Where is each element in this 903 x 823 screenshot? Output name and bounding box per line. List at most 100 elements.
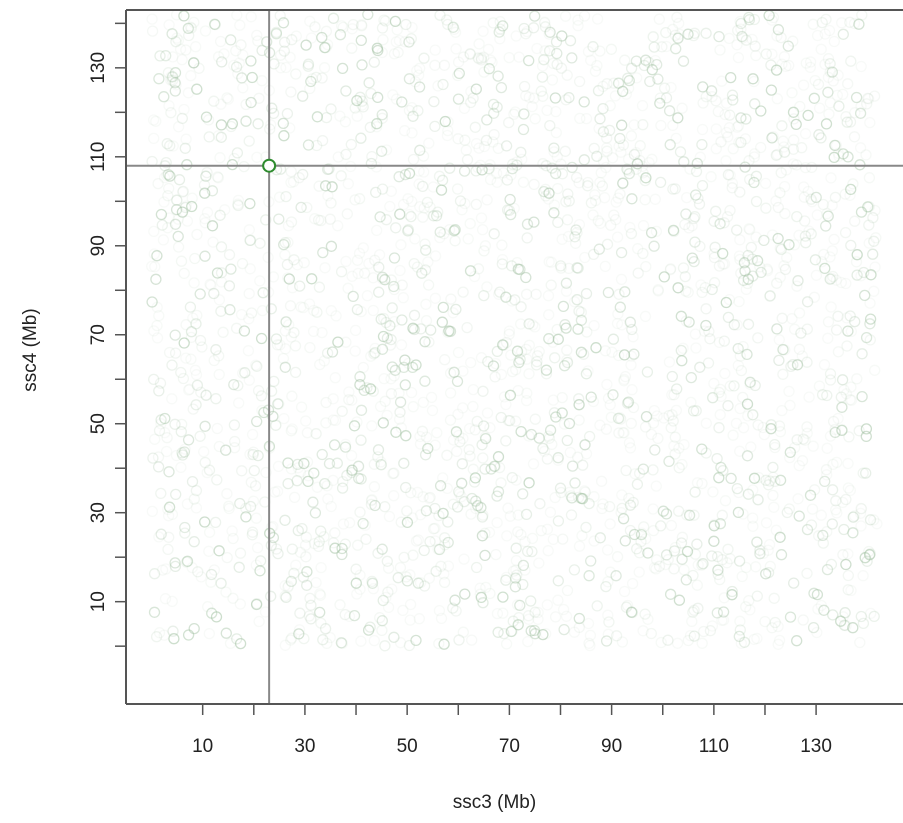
data-point — [783, 503, 795, 515]
data-point — [829, 426, 841, 439]
data-point — [687, 569, 699, 582]
data-point — [572, 20, 584, 32]
data-point — [832, 69, 844, 81]
data-point — [306, 73, 319, 85]
data-point — [545, 279, 557, 291]
data-point — [667, 119, 679, 132]
data-point — [379, 501, 391, 513]
data-point — [412, 577, 424, 589]
data-point — [385, 274, 397, 286]
data-point — [191, 228, 203, 241]
data-point — [380, 214, 393, 226]
data-point — [523, 54, 535, 67]
data-point — [462, 233, 474, 245]
data-point — [476, 511, 489, 523]
data-point — [682, 286, 694, 298]
data-point — [688, 509, 700, 521]
data-point — [179, 527, 191, 539]
data-point — [552, 575, 564, 587]
data-point — [500, 435, 512, 447]
data-point — [466, 492, 478, 505]
data-point — [467, 383, 479, 396]
data-point — [404, 569, 416, 581]
data-point — [463, 444, 475, 456]
data-point — [361, 290, 374, 302]
data-point — [353, 460, 365, 473]
data-point — [616, 119, 628, 131]
data-point — [182, 384, 195, 396]
data-point — [708, 215, 720, 227]
data-point — [615, 273, 628, 286]
data-point — [731, 121, 743, 133]
data-point — [863, 93, 875, 105]
data-point — [632, 267, 644, 279]
data-point — [417, 396, 429, 409]
data-point — [863, 549, 876, 561]
data-point — [238, 325, 251, 337]
data-point — [569, 477, 581, 489]
data-point — [442, 536, 454, 549]
data-point — [839, 607, 851, 619]
data-point — [293, 624, 306, 636]
data-point — [438, 228, 450, 240]
data-point — [521, 218, 534, 230]
data-point — [352, 460, 365, 472]
data-point — [769, 441, 781, 454]
data-point — [766, 14, 778, 26]
data-point — [537, 158, 549, 170]
data-point — [188, 536, 200, 548]
data-point — [668, 440, 680, 452]
data-point — [423, 572, 435, 584]
data-point — [566, 52, 578, 64]
data-point — [387, 467, 399, 480]
data-point — [600, 580, 612, 593]
data-point — [838, 523, 850, 536]
data-point — [376, 624, 388, 637]
data-point — [706, 620, 719, 632]
data-point — [337, 21, 349, 34]
data-point — [166, 74, 179, 87]
data-point — [352, 539, 364, 551]
data-point — [336, 62, 349, 75]
data-point — [734, 234, 746, 246]
data-point — [699, 281, 711, 294]
data-point — [425, 391, 438, 404]
data-point — [355, 305, 367, 318]
data-point — [176, 206, 189, 218]
data-point — [413, 69, 425, 81]
data-point — [554, 482, 567, 494]
data-point — [162, 510, 175, 522]
data-point — [210, 344, 222, 356]
data-point — [351, 416, 363, 428]
data-point — [250, 559, 262, 571]
data-point — [660, 558, 672, 571]
data-point — [784, 446, 796, 459]
data-point — [366, 494, 378, 506]
data-point — [736, 30, 748, 43]
data-point — [199, 516, 211, 528]
data-point — [300, 551, 312, 563]
data-point — [572, 491, 585, 504]
data-point — [731, 482, 743, 495]
data-point — [718, 217, 730, 229]
data-point — [355, 18, 368, 31]
data-point — [419, 449, 432, 461]
data-point — [311, 306, 323, 318]
data-point — [243, 287, 255, 300]
data-point — [774, 531, 786, 543]
data-point — [520, 28, 532, 40]
data-point — [856, 348, 868, 360]
data-point — [685, 396, 697, 409]
data-point — [408, 257, 420, 270]
data-point — [244, 448, 256, 461]
data-point — [383, 510, 396, 523]
data-point — [455, 491, 467, 503]
data-point — [311, 139, 323, 152]
data-point — [863, 219, 875, 231]
data-point — [855, 100, 867, 112]
data-point — [169, 557, 181, 569]
data-point — [476, 224, 489, 236]
data-point — [710, 95, 722, 107]
data-point — [279, 514, 291, 526]
data-point — [540, 364, 553, 376]
